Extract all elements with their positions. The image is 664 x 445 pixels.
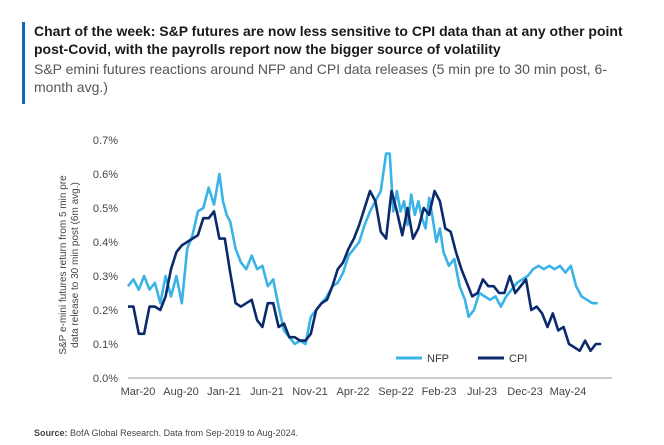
source-note: Source: BofA Global Research. Data from … [34,428,298,438]
chart-title: Chart of the week: S&P futures are now l… [34,23,623,57]
y-tick-label: 0.6% [93,169,118,181]
source-label: Source: [34,428,68,438]
y-axis-ticks: 0.0% 0.1% 0.2% 0.3% 0.4% 0.5% 0.6% 0.7% [93,135,118,385]
x-tick-label: May-24 [550,386,587,398]
series-lines [126,152,602,353]
y-tick-label: 0.3% [93,271,118,283]
y-tick-label: 0.4% [93,237,118,249]
x-tick-label: Nov-21 [292,386,327,398]
series-line-cpi [128,189,602,353]
x-tick-label: Sep-22 [378,386,413,398]
x-tick-label: Dec-23 [507,386,542,398]
x-tick-label: Jul-23 [467,386,497,398]
y-axis-label-line-2: data release to 30 min post (6m avg.) [70,182,81,348]
series-line-nfp [126,152,598,346]
y-axis-label-line-1: S&P e-mini futures return from 5 min pre [58,175,69,355]
line-chart: S&P e-mini futures return from 5 min pre… [58,135,612,398]
x-tick-label: Jun-21 [250,386,284,398]
legend: NFP CPI [396,353,527,365]
x-tick-label: Feb-23 [422,386,457,398]
legend-label-nfp: NFP [427,353,449,365]
y-tick-label: 0.5% [93,203,118,215]
y-tick-label: 0.7% [93,135,118,147]
x-tick-label: Mar-20 [121,386,156,398]
legend-label-cpi: CPI [509,353,527,365]
y-axis-label: S&P e-mini futures return from 5 min pre… [58,175,81,355]
x-tick-label: Aug-20 [163,386,198,398]
title-accent-bar [22,22,25,104]
source-text: BofA Global Research. Data from Sep-2019… [70,428,299,438]
y-tick-label: 0.2% [93,305,118,317]
x-axis-ticks: Mar-20 Aug-20 Jan-21 Jun-21 Nov-21 Apr-22 Sep-… [121,386,587,398]
y-tick-label: 0.0% [93,373,118,385]
chart-subtitle: S&P emini futures reactions around NFP a… [34,61,607,95]
y-tick-label: 0.1% [93,339,118,351]
x-tick-label: Jan-21 [207,386,241,398]
x-tick-label: Apr-22 [336,386,369,398]
